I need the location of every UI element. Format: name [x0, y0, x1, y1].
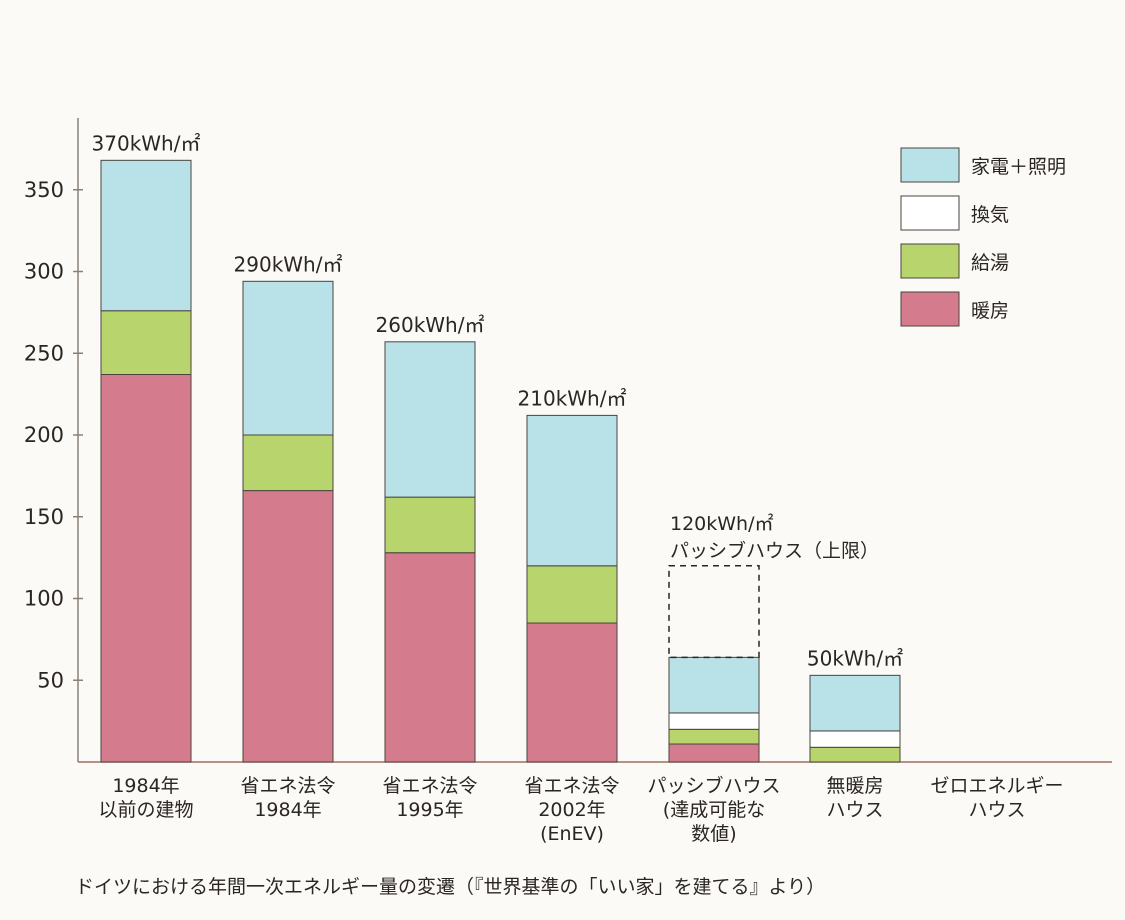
y-tick-label: 150	[24, 505, 64, 529]
total-label: 370kWh/㎡	[92, 131, 201, 155]
bar-segment	[242, 490, 334, 763]
x-tick-label: ハウス	[826, 799, 883, 821]
total-label: 260kWh/㎡	[376, 313, 485, 337]
bar-segment	[384, 496, 476, 554]
bar-segment	[100, 310, 192, 376]
y-tick-label: 50	[37, 668, 64, 692]
annotation-label: パッシブハウス（上限）	[670, 539, 879, 562]
x-tick-label: 1984年	[112, 775, 179, 797]
bar-segment	[384, 341, 476, 498]
x-tick-label: パッシブハウス	[647, 774, 780, 797]
bar-segment	[100, 374, 192, 763]
annotation-label: 120kWh/㎡	[670, 512, 774, 535]
x-tick-label: 数値)	[691, 823, 736, 845]
x-tick-label: 省エネ法令	[382, 775, 477, 797]
total-label: 210kWh/㎡	[518, 386, 627, 410]
legend-label: 換気	[971, 204, 1009, 226]
bar-segment	[668, 656, 760, 714]
y-tick-label: 250	[24, 341, 64, 365]
legend-swatch	[900, 243, 960, 279]
chart-caption: ドイツにおける年間一次エネルギー量の変遷（『世界基準の「いい家」を建てる』より）	[75, 876, 826, 898]
bar-segment	[242, 434, 334, 492]
legend-swatch	[900, 195, 960, 231]
x-tick-label: ハウス	[968, 799, 1025, 821]
x-tick-label: 省エネ法令	[240, 775, 335, 797]
x-tick-label: (EnEV)	[540, 823, 604, 845]
legend-label: 暖房	[971, 300, 1009, 322]
x-tick-label: 2002年	[538, 799, 605, 821]
bar-segment	[242, 280, 334, 436]
x-tick-label: ゼロエネルギー	[930, 775, 1063, 797]
y-tick-label: 200	[24, 423, 64, 447]
x-tick-label: 以前の建物	[98, 799, 193, 821]
x-tick-label: 無暖房	[826, 775, 883, 797]
x-tick-label: 省エネ法令	[524, 775, 619, 797]
bar-segment	[384, 552, 476, 763]
bar-segment	[668, 728, 760, 745]
legend-label: 給湯	[971, 252, 1009, 274]
y-tick-label: 300	[24, 260, 64, 284]
x-tick-label: 1984年	[254, 799, 321, 821]
x-tick-label: (達成可能な	[663, 799, 765, 821]
y-tick-label: 100	[24, 587, 64, 611]
bar-segment	[668, 743, 760, 763]
bar-segment	[668, 712, 760, 730]
x-tick-label: 1995年	[396, 799, 463, 821]
bar-segment	[526, 414, 618, 567]
annotation-dashed-box	[668, 565, 760, 659]
legend-swatch	[900, 291, 960, 327]
bar-segment	[526, 622, 618, 763]
total-label: 50kWh/㎡	[807, 646, 903, 670]
bar-segment	[809, 730, 901, 748]
y-tick-label: 350	[24, 178, 64, 202]
bar-segment	[809, 746, 901, 763]
legend-swatch	[900, 147, 960, 183]
total-label: 290kWh/㎡	[234, 252, 343, 276]
bar-segment	[809, 674, 901, 732]
bar-segment	[526, 565, 618, 624]
legend-label: 家電＋照明	[971, 156, 1066, 178]
bar-segment	[100, 159, 192, 312]
